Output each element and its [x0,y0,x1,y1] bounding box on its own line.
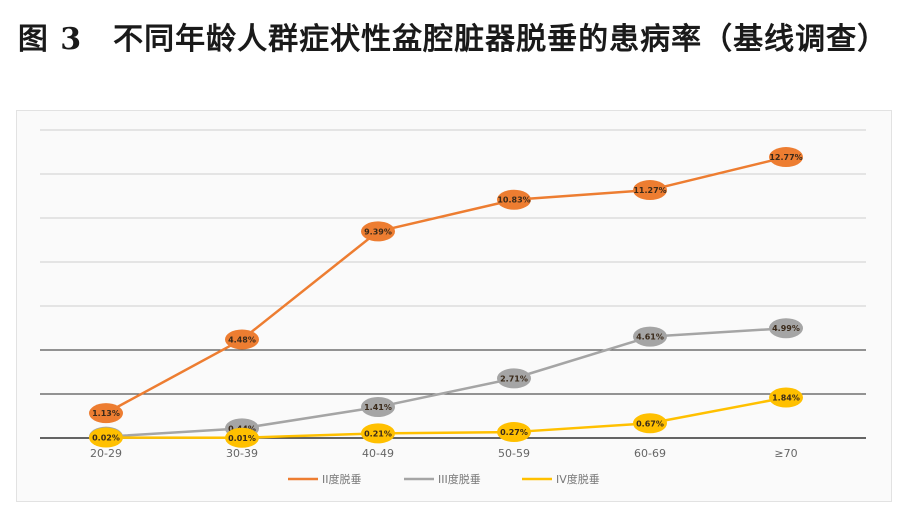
legend-label: II度脱垂 [322,472,362,486]
x-tick-label: 50-59 [498,447,530,460]
x-tick-label: ≥70 [774,447,797,460]
data-label: 1.84% [772,394,800,403]
data-point [633,326,667,347]
data-label: 4.99% [772,324,800,333]
data-point [497,422,531,443]
data-point [225,329,259,350]
data-point [769,147,803,168]
data-point [633,413,667,434]
data-point [497,189,531,210]
x-tick-label: 60-69 [634,447,666,460]
series-line [105,326,787,438]
data-label: 2.71% [500,374,528,383]
x-tick-label: 30-39 [226,447,258,460]
legend-label: IV度脱垂 [556,472,600,486]
data-point [497,368,531,389]
legend-label: III度脱垂 [438,472,481,486]
data-label: 10.83% [497,196,530,205]
data-label: 0.27% [500,428,528,437]
data-label: 12.77% [769,153,802,162]
data-label: 4.61% [636,333,664,342]
data-label: 0.01% [228,434,256,443]
data-label: 0.21% [364,429,392,438]
data-point [361,221,395,242]
x-tick-label: 20-29 [90,447,122,460]
data-label: 9.39% [364,227,392,236]
data-label: 1.13% [92,409,120,418]
data-point [769,387,803,408]
data-label: 4.48% [228,335,256,344]
data-label: 1.41% [364,403,392,412]
series-line [105,155,787,415]
data-point [89,403,123,424]
chart-title: 图 3 不同年龄人群症状性盆腔脏器脱垂的患病率（基线调查） [17,22,889,57]
data-label: 11.27% [633,186,666,195]
series-line [105,396,787,440]
x-tick-label: 40-49 [362,447,394,460]
data-point [361,423,395,444]
data-label: 0.02% [92,434,120,443]
data-point [769,318,803,339]
data-point [89,427,123,448]
data-point [633,180,667,201]
data-label: 0.67% [636,419,664,428]
data-point [361,396,395,417]
data-point [225,427,259,448]
